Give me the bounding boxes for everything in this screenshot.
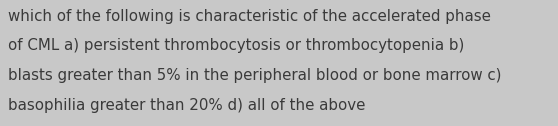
Text: which of the following is characteristic of the accelerated phase: which of the following is characteristic… [8, 9, 490, 24]
Text: of CML a) persistent thrombocytosis or thrombocytopenia b): of CML a) persistent thrombocytosis or t… [8, 38, 464, 53]
Text: basophilia greater than 20% d) all of the above: basophilia greater than 20% d) all of th… [8, 98, 365, 113]
Text: blasts greater than 5% in the peripheral blood or bone marrow c): blasts greater than 5% in the peripheral… [8, 68, 501, 83]
